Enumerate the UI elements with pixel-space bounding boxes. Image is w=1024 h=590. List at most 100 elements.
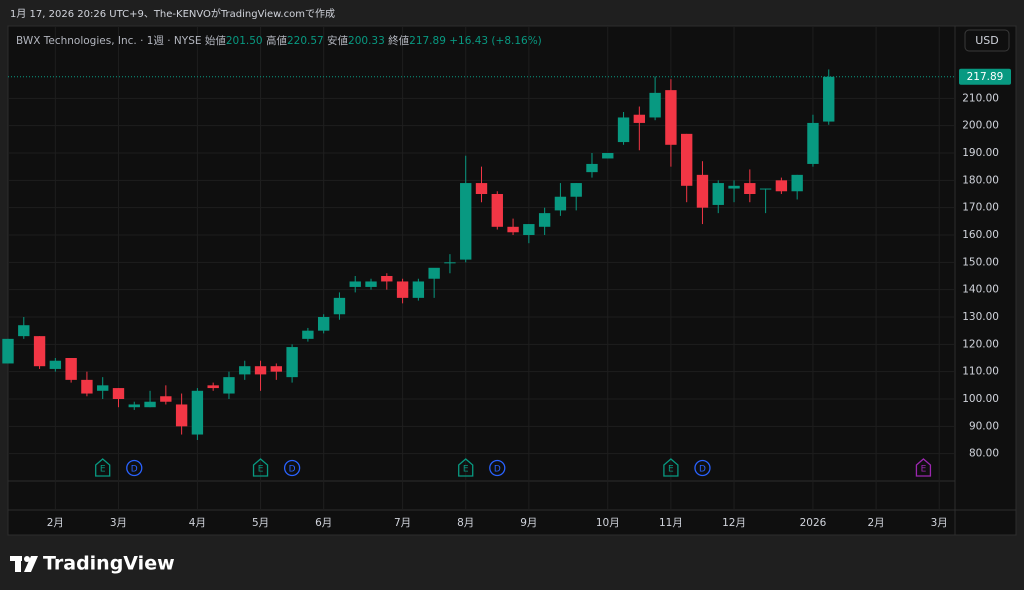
candle-body: [807, 122, 819, 164]
last-price-label: 217.89: [967, 71, 1004, 83]
legend-change: +16.43 (+8.16%): [449, 35, 542, 47]
legend-label: 始値: [205, 34, 226, 47]
candle-body: [33, 336, 46, 367]
chart-panel: [7, 25, 1017, 536]
x-tick-label: 4月: [189, 517, 206, 529]
event-label: D: [699, 465, 706, 475]
event-marker: [95, 458, 111, 477]
candle-body: [428, 267, 440, 279]
candle-body: [523, 224, 535, 235]
y-tick-label: 170.00: [962, 202, 999, 214]
event-label: E: [463, 465, 469, 475]
event-label: E: [668, 465, 674, 475]
candle-body: [538, 213, 551, 227]
candle-body: [444, 262, 456, 264]
candle-body: [460, 183, 472, 260]
candle-body: [349, 281, 361, 287]
legend-value: 201.50: [226, 35, 263, 47]
legend-label: 終値: [388, 34, 409, 47]
candle-body: [128, 404, 140, 408]
candle-body: [112, 388, 125, 399]
candle-body: [160, 396, 172, 402]
x-tick-label: 10月: [596, 517, 620, 529]
event-marker: [663, 458, 679, 477]
event-label: D: [494, 465, 501, 475]
symbol: BWX Technologies, Inc. · 1週 · NYSE: [16, 35, 202, 47]
y-tick-label: 100.00: [962, 393, 999, 405]
event-label: D: [131, 465, 138, 475]
event-marker: [126, 459, 143, 477]
y-tick-label: 190.00: [962, 147, 999, 159]
x-tick-label: 6月: [315, 517, 332, 529]
legend: BWX Technologies, Inc. · 1週 · NYSE 始値201…: [16, 34, 542, 47]
candle-body: [681, 133, 693, 186]
y-tick-label: 90.00: [969, 420, 999, 432]
candle-body: [381, 276, 393, 282]
candle-body: [823, 76, 835, 122]
y-tick-label: 200.00: [962, 120, 999, 132]
candle-body: [18, 325, 30, 337]
candle-body: [65, 358, 77, 380]
candle-body: [81, 379, 93, 394]
candle-body: [254, 366, 267, 375]
y-tick-label: 180.00: [962, 174, 999, 186]
plot: 80.00 90.00 100.00 110.00 120.00 130.00 140.00…: [2, 26, 1011, 529]
event-marker: [252, 458, 269, 477]
currency-button[interactable]: [964, 29, 1010, 52]
y-tick-label: 130.00: [962, 311, 999, 323]
x-tick-label: 8月: [457, 517, 474, 529]
candle-body: [744, 183, 756, 194]
candle-body: [602, 153, 614, 159]
x-tick-label: 3月: [931, 517, 948, 529]
candle-body: [97, 385, 109, 391]
event-label: E: [258, 465, 264, 475]
y-tick-label: 140.00: [962, 284, 999, 296]
logo: TradingView: [43, 553, 175, 575]
x-tick-label: 11月: [659, 517, 683, 529]
candle-body: [144, 401, 156, 408]
candle-body: [649, 92, 661, 118]
candle-body: [333, 297, 346, 315]
caption: 1月 17, 2026 20:26 UTC+9、The-KENVOがTradin…: [10, 7, 335, 20]
candle-body: [759, 188, 772, 190]
currency[interactable]: USD: [975, 34, 999, 47]
y-tick-label: 210.00: [962, 92, 999, 104]
y-tick-label: 80.00: [969, 448, 999, 460]
candle-body: [207, 385, 219, 389]
candle-body: [286, 347, 298, 378]
candle-body: [775, 180, 788, 192]
x-tick-label: 12月: [722, 517, 746, 529]
event-marker: [458, 458, 474, 477]
candle-body: [302, 330, 314, 339]
candle-body: [2, 338, 14, 364]
event-marker: [915, 458, 932, 477]
candle-body: [554, 196, 567, 211]
candle-body: [365, 281, 377, 287]
y-tick-label: 160.00: [962, 229, 999, 241]
x-tick-label: 7月: [394, 517, 411, 529]
x-tick-label: 3月: [110, 517, 127, 529]
y-tick-label: 150.00: [962, 256, 999, 268]
legend-value: 220.57: [287, 35, 324, 47]
candle-body: [586, 163, 598, 173]
candle-body: [728, 185, 740, 189]
candle-body: [633, 114, 646, 123]
candle-body: [491, 194, 503, 227]
candle-body: [412, 281, 425, 298]
candle-body: [617, 117, 630, 143]
candle-body: [475, 183, 488, 194]
x-tick-label: 5月: [252, 517, 269, 529]
event-marker: [694, 459, 711, 477]
event-marker: [283, 459, 301, 477]
x-tick-label: 2月: [47, 517, 64, 529]
x-tick-label: 2026: [800, 517, 827, 529]
candle-body: [507, 226, 519, 233]
event-label: E: [100, 465, 106, 475]
candle-body: [175, 404, 188, 427]
x-tick-label: 9月: [520, 517, 537, 529]
legend-label: 高値: [266, 34, 287, 47]
candle-body: [223, 377, 235, 394]
legend-value: 200.33: [348, 35, 385, 47]
event-label: D: [289, 465, 296, 475]
